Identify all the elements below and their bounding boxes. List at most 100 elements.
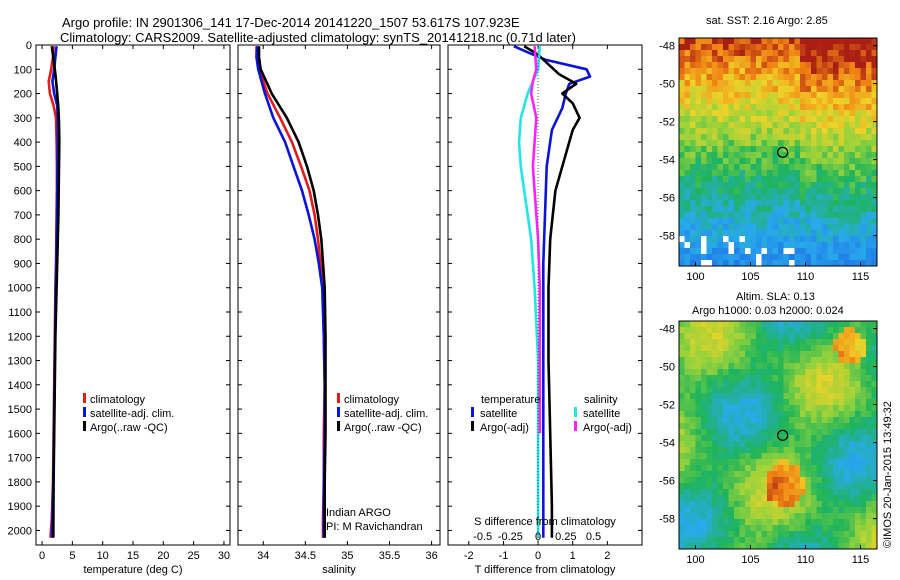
map-cell — [723, 254, 729, 261]
map-cell — [794, 122, 801, 129]
map-cell — [745, 501, 751, 508]
map-cell — [833, 152, 839, 159]
map-cell — [855, 531, 861, 538]
map-cell — [800, 375, 806, 382]
map-cell — [734, 489, 740, 496]
map-cell — [871, 248, 878, 255]
map-cell — [706, 92, 713, 99]
map-cell — [838, 80, 845, 87]
map-cell — [690, 230, 696, 237]
map-cell — [701, 417, 707, 424]
map-cell — [706, 471, 713, 478]
map-cell — [695, 423, 702, 430]
map-cell — [860, 236, 867, 243]
map-cell — [772, 140, 779, 147]
map-cell — [827, 507, 834, 514]
map-cell — [871, 236, 878, 243]
map-cell — [750, 254, 757, 261]
map-cell — [866, 176, 872, 183]
map-cell — [866, 519, 872, 526]
map-cell — [712, 134, 718, 141]
map-cell — [701, 104, 707, 111]
map-cell — [794, 146, 801, 153]
map-cell — [728, 441, 735, 448]
map-cell — [723, 483, 729, 490]
map-cell — [712, 152, 718, 159]
map-cell — [789, 44, 795, 51]
map-cell — [761, 471, 768, 478]
map-cell — [871, 519, 878, 526]
map-cell — [750, 453, 757, 460]
map-cell — [827, 345, 834, 352]
map-cell — [800, 92, 806, 99]
map-cell — [816, 104, 823, 111]
map-cell — [860, 44, 867, 51]
map-cell — [761, 381, 768, 388]
map-cell — [822, 405, 828, 412]
map-cell — [860, 122, 867, 129]
map-cell — [761, 405, 768, 412]
map-cell — [739, 194, 746, 201]
map-cell — [855, 429, 861, 436]
map-cell — [739, 423, 746, 430]
map-cell — [772, 495, 779, 502]
map-cell — [767, 212, 773, 219]
map-cell — [756, 254, 762, 261]
map-cell — [712, 465, 718, 472]
map-cell — [855, 152, 861, 159]
map-cell — [827, 206, 834, 213]
map-cell — [712, 501, 718, 508]
map-cell — [805, 435, 812, 442]
map-cell — [745, 357, 751, 364]
map-cell — [701, 110, 707, 117]
map-cell — [772, 417, 779, 424]
map-cell — [734, 519, 740, 526]
map-cell — [860, 483, 867, 490]
map-cell — [684, 56, 691, 63]
map-cell — [679, 507, 685, 514]
map-cell — [794, 363, 801, 370]
map-cell — [860, 363, 867, 370]
map-cell — [800, 236, 806, 243]
map-cell — [706, 465, 713, 472]
map-cell — [728, 489, 735, 496]
map-cell — [734, 248, 740, 255]
map-cell — [871, 242, 878, 249]
map-cell — [734, 429, 740, 436]
map-cell — [778, 441, 784, 448]
map-cell — [723, 104, 729, 111]
map-cell — [849, 333, 856, 340]
map-cell — [750, 74, 757, 81]
map-cell — [723, 357, 729, 364]
series-line-temperature-satellite — [513, 45, 592, 538]
y-tick-label: 800 — [14, 234, 32, 246]
map-cell — [690, 357, 696, 364]
map-cell — [739, 122, 746, 129]
map-cell — [816, 146, 823, 153]
map-cell — [827, 110, 834, 117]
map-cell — [844, 86, 850, 93]
map-cell — [734, 501, 740, 508]
map-cell — [833, 200, 839, 207]
map-cell — [866, 501, 872, 508]
map-cell — [761, 176, 768, 183]
map-cell — [739, 387, 746, 394]
map-cell — [679, 128, 685, 135]
map-cell — [728, 248, 735, 255]
map-cell — [778, 236, 784, 243]
map-cell — [789, 140, 795, 147]
map-cell — [712, 44, 718, 51]
map-cell — [778, 327, 784, 334]
map-cell — [816, 44, 823, 51]
map-cell — [690, 68, 696, 75]
map-cell — [756, 429, 762, 436]
map-cell — [778, 405, 784, 412]
map-cell — [794, 489, 801, 496]
map-cell — [816, 447, 823, 454]
map-cell — [833, 98, 839, 105]
map-cell — [789, 158, 795, 165]
map-cell — [849, 230, 856, 237]
map-cell — [750, 441, 757, 448]
map-cell — [833, 387, 839, 394]
map-cell — [778, 357, 784, 364]
